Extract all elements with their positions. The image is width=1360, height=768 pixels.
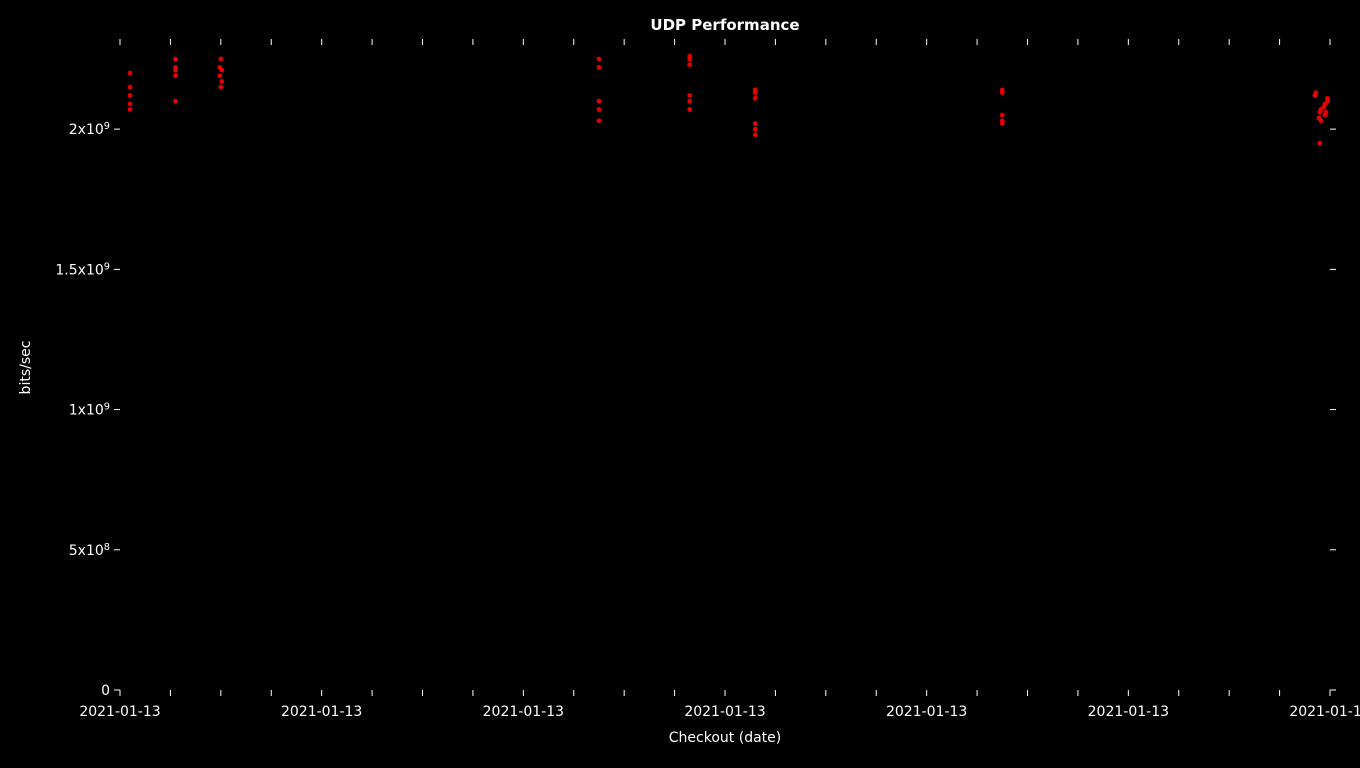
data-point xyxy=(687,107,692,112)
data-point xyxy=(128,101,133,106)
data-point xyxy=(753,121,758,126)
udp-performance-chart: UDP Performance05x1081x1091.5x1092x10920… xyxy=(0,0,1360,768)
data-point xyxy=(218,57,223,62)
data-point xyxy=(128,85,133,90)
data-point xyxy=(173,99,178,104)
data-point xyxy=(1000,87,1005,92)
chart-canvas: UDP Performance05x1081x1091.5x1092x10920… xyxy=(0,0,1360,768)
data-point xyxy=(597,118,602,123)
x-tick-label: 2021-01-13 xyxy=(1088,704,1169,720)
data-point xyxy=(687,54,692,59)
x-axis-label: Checkout (date) xyxy=(669,730,781,746)
data-point xyxy=(1324,110,1329,115)
data-point xyxy=(128,93,133,98)
data-point xyxy=(597,65,602,70)
data-point xyxy=(597,99,602,104)
data-point xyxy=(217,73,222,78)
plot-background xyxy=(0,0,1360,768)
data-point xyxy=(219,79,224,84)
y-tick-label: 0 xyxy=(101,683,110,699)
x-tick-label: 2021-01-13 xyxy=(684,704,765,720)
x-tick-label: 2021-01-13 xyxy=(281,704,362,720)
data-point xyxy=(173,57,178,62)
data-point xyxy=(687,62,692,67)
data-point xyxy=(1317,116,1322,121)
y-tick-label: 1.5x109 xyxy=(55,261,110,279)
data-point xyxy=(1313,90,1318,95)
data-point xyxy=(173,65,178,70)
data-point xyxy=(753,132,758,137)
data-point xyxy=(217,65,222,70)
data-point xyxy=(173,73,178,78)
data-point xyxy=(218,85,223,90)
x-tick-label: 2021-01-14 xyxy=(1289,704,1360,720)
data-point xyxy=(1325,96,1330,101)
data-point xyxy=(128,107,133,112)
y-axis-label: bits/sec xyxy=(18,341,34,395)
data-point xyxy=(597,57,602,62)
data-point xyxy=(597,107,602,112)
x-tick-label: 2021-01-13 xyxy=(79,704,160,720)
chart-title: UDP Performance xyxy=(650,16,799,34)
data-point xyxy=(1318,141,1323,146)
data-point xyxy=(753,96,758,101)
data-point xyxy=(128,71,133,76)
data-point xyxy=(753,87,758,92)
data-point xyxy=(687,93,692,98)
data-point xyxy=(753,127,758,132)
data-point xyxy=(1000,113,1005,118)
x-tick-label: 2021-01-13 xyxy=(483,704,564,720)
x-tick-label: 2021-01-13 xyxy=(886,704,967,720)
data-point xyxy=(1000,118,1005,123)
data-point xyxy=(687,99,692,104)
